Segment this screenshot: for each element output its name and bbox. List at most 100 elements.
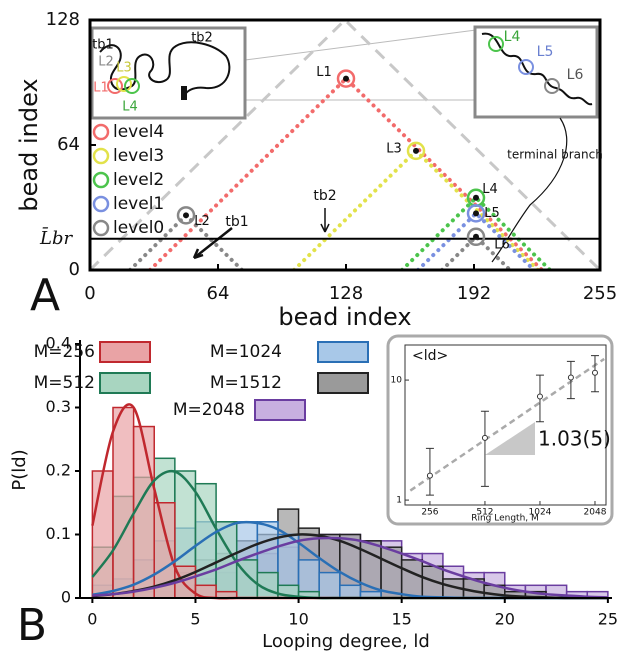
x-tick-label: 15 [391, 610, 411, 629]
point-label: L2 [194, 214, 210, 229]
legend-label: level3 [113, 146, 164, 166]
fit-curve [92, 536, 608, 599]
histograms: 0 5 10 15 20 25 0 0.1 0.2 0.3 0.4 Looping degree, l… [9, 334, 618, 653]
fit-curve [92, 533, 608, 600]
point [481, 434, 488, 441]
histogram-bar [112, 406, 135, 599]
legend-swatch [99, 341, 151, 363]
annotation: tb2 [313, 188, 336, 204]
legend-label: level1 [113, 194, 164, 214]
legend-swatch [254, 399, 306, 421]
y-axis-label: <ld> [412, 348, 448, 364]
branch-line [416, 210, 536, 270]
inset-label: L1 [93, 81, 109, 96]
error-bar [425, 447, 434, 496]
point-core [343, 75, 349, 82]
point-core [473, 210, 479, 217]
panel-label: B [17, 600, 47, 651]
fit-line [409, 357, 605, 492]
branch-line [440, 234, 512, 270]
point-core [473, 194, 479, 201]
inset-right [473, 25, 599, 119]
panel-label: A [30, 270, 60, 321]
legend-swatch [317, 341, 369, 363]
x-tick-label: 5 [190, 610, 200, 629]
annotation-arrow [320, 208, 330, 233]
x-tick-label: 512 [476, 508, 493, 518]
annotation-arrow [491, 117, 568, 263]
branch-line [148, 75, 544, 270]
zoom-line [244, 29, 477, 61]
inset-label: L2 [98, 55, 114, 70]
x-tick-label: 2048 [584, 508, 607, 518]
legend-swatch [99, 372, 151, 394]
x-tick-label: 64 [207, 283, 230, 304]
inset-label: L6 [567, 67, 584, 83]
point-label: L1 [316, 65, 332, 80]
point [336, 69, 356, 88]
inset-label: L4 [122, 100, 138, 115]
point [591, 369, 598, 376]
point [536, 393, 543, 400]
legend-label: M=1024 [210, 342, 282, 362]
legend-marker [92, 171, 110, 189]
legend-marker [92, 147, 110, 165]
legend-marker [92, 219, 110, 237]
y-tick-label: 0.4 [46, 334, 71, 353]
point [567, 374, 574, 381]
histogram-bar [194, 482, 217, 599]
legend-label: M=512 [34, 373, 95, 393]
point-core [183, 212, 189, 219]
slope-label: 1.03(5) [538, 427, 611, 451]
point-core [473, 233, 479, 240]
schematic-ring [107, 78, 123, 94]
x-tick-label: 128 [329, 283, 363, 304]
point [466, 227, 486, 247]
legend-marker [92, 123, 110, 141]
schematic [99, 41, 231, 97]
slope-triangle [485, 422, 535, 455]
inset-label: L5 [537, 44, 554, 60]
schematic-ring [518, 59, 534, 75]
y-tick-label: 0.3 [46, 397, 71, 416]
schematic [481, 32, 593, 106]
y-tick-label: 128 [46, 9, 80, 30]
histogram-bar [400, 559, 424, 599]
y-axis-label: P(ld) [9, 449, 30, 490]
legend-label: M=256 [34, 342, 95, 362]
y-tick-label: 64 [57, 134, 80, 155]
histogram-bar [91, 470, 114, 599]
x-tick-label: 20 [495, 610, 515, 629]
legend-marker [92, 195, 110, 213]
inset-box [386, 334, 614, 526]
x-tick-label: 0 [87, 610, 97, 629]
x-tick-label: 256 [421, 508, 438, 518]
legend-label: level2 [113, 170, 164, 190]
point [426, 472, 433, 479]
histogram-bar [318, 571, 341, 599]
histogram-bar [339, 584, 362, 599]
x-tick-label: 192 [457, 283, 491, 304]
x-axis-label: bead index [278, 303, 411, 331]
y-axis-label: bead index [15, 78, 43, 211]
point [176, 206, 196, 225]
point-label: L6 [494, 237, 510, 252]
point-label: L4 [482, 182, 498, 197]
x-tick-label: 255 [583, 283, 617, 304]
schematic-ring [488, 36, 504, 52]
annotation: terminal branch [507, 148, 603, 162]
inset-label: tb1 [92, 38, 114, 53]
x-tick-label: 25 [598, 610, 618, 629]
y-tick-label: 0 [69, 259, 80, 280]
legend-label: level0 [113, 218, 164, 238]
point-label: L5 [484, 206, 500, 221]
point [466, 204, 486, 223]
branch-line [400, 194, 552, 270]
schematic-ring [544, 78, 560, 94]
y-tick-label: 10 [391, 376, 403, 386]
x-tick-label: 1024 [529, 508, 552, 518]
annotation-arrow [192, 227, 233, 260]
inset-frame [404, 344, 607, 506]
